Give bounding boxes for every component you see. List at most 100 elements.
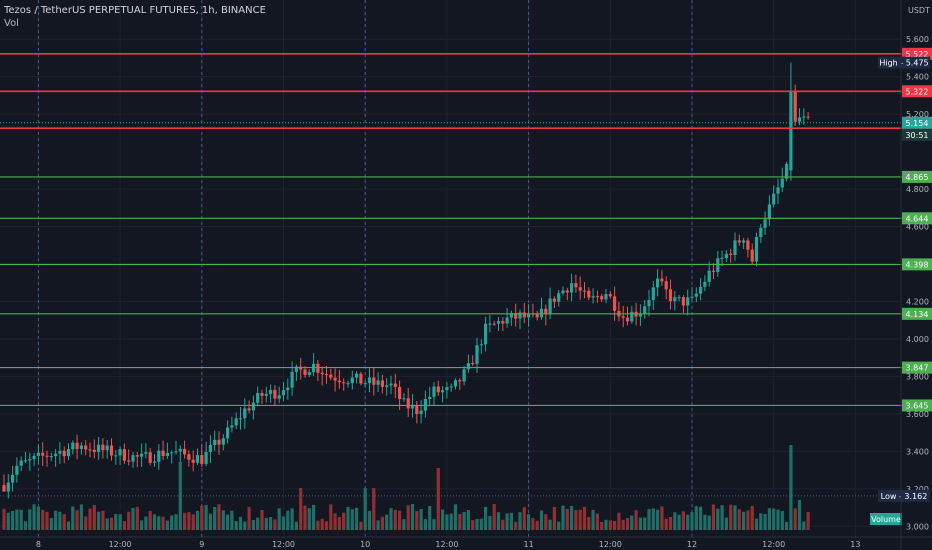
volume-bar: [144, 516, 148, 530]
candle-body: [754, 237, 759, 262]
volume-bar: [776, 509, 780, 530]
candle-body: [716, 258, 720, 272]
volume-tag-label: Volume: [871, 515, 901, 524]
volume-bar: [552, 507, 556, 530]
candle-body: [32, 455, 36, 460]
level-tag-5.322: [902, 85, 932, 98]
volume-bar: [342, 512, 346, 530]
price-tick-label: 5.400: [906, 73, 929, 82]
time-tick-label: 12:00: [109, 540, 132, 549]
volume-bar: [213, 507, 217, 530]
volume-bar: [187, 512, 191, 530]
volume-bar: [329, 504, 333, 530]
candle-body: [402, 398, 406, 400]
candle-body: [54, 453, 58, 457]
candle-body: [776, 187, 780, 194]
volume-bar: [398, 510, 402, 530]
volume-bar: [677, 514, 681, 530]
volume-bar: [286, 510, 290, 530]
candle-body: [217, 439, 221, 445]
candle-body: [690, 296, 694, 298]
candle-body: [638, 314, 642, 317]
candle-body: [462, 369, 466, 382]
candle-body: [720, 258, 724, 260]
volume-bar: [763, 514, 767, 530]
candle-body: [170, 452, 174, 454]
candle-body: [789, 91, 793, 171]
volume-bar: [294, 521, 298, 530]
candle-body: [238, 418, 243, 420]
volume-bar: [140, 520, 144, 530]
candle-body: [165, 452, 169, 457]
price-tick-label: 4.600: [906, 223, 929, 232]
volume-bar: [785, 521, 789, 530]
candle-body: [759, 227, 763, 238]
volume-bar: [720, 505, 724, 530]
volume-bar: [307, 508, 311, 530]
volume-bar: [320, 518, 324, 530]
candle-body: [673, 297, 677, 302]
volume-bar: [742, 511, 746, 530]
candle-body: [544, 308, 548, 315]
candle-body: [97, 444, 101, 453]
volume-bar: [625, 518, 630, 530]
volume-bar: [613, 520, 617, 530]
high-label: High - 5.475: [879, 59, 928, 68]
candle-body: [660, 278, 664, 282]
volume-bar: [806, 512, 810, 530]
candle-body: [303, 369, 307, 375]
time-tick-label: 12:00: [599, 540, 622, 549]
candle-body: [707, 270, 711, 282]
volume-bar: [264, 518, 268, 530]
candle-body: [75, 442, 79, 449]
volume-bar: [389, 508, 393, 530]
time-tick-label: 10: [360, 540, 370, 549]
chart-title: Tezos / TetherUS PERPETUAL FUTURES, 1h, …: [4, 5, 266, 16]
volume-bar: [376, 520, 380, 530]
volume-bar: [66, 521, 71, 530]
candle-body: [277, 395, 281, 399]
level-tag-4.398: [902, 258, 932, 271]
candle-body: [793, 91, 797, 122]
time-tick-label: 13: [850, 540, 860, 549]
volume-bar: [724, 517, 728, 530]
candle-body: [488, 323, 492, 325]
candle-body: [406, 398, 410, 409]
candle-body: [131, 455, 135, 462]
volume-bar: [195, 510, 200, 530]
candle-body: [432, 386, 436, 397]
candle-body: [410, 405, 415, 409]
candle-body: [337, 380, 341, 383]
volume-bar: [28, 509, 32, 530]
volume-bar: [754, 518, 759, 530]
grid-lines: [0, 0, 902, 538]
candle-body: [380, 380, 384, 387]
candle-body: [88, 449, 92, 451]
level-tag-4.134: [902, 307, 932, 320]
candle-body: [101, 444, 105, 451]
candle-body: [350, 377, 354, 384]
price-tick-label: 4.200: [906, 297, 929, 306]
price-tick-label: 3.000: [906, 522, 929, 531]
volume-bar: [174, 514, 178, 530]
candle-body: [148, 452, 152, 463]
time-tick-label: 9: [199, 540, 204, 549]
candle-body: [118, 449, 122, 456]
volume-bar: [363, 488, 367, 530]
volume-bar: [604, 519, 608, 530]
candle-body: [703, 281, 707, 287]
volume-bar: [484, 506, 488, 530]
volume-bar: [772, 508, 776, 530]
candle-body: [256, 393, 260, 403]
low-tag: [878, 489, 930, 502]
volume-bar: [333, 513, 337, 530]
volume-bar: [105, 518, 109, 530]
candle-body: [264, 393, 268, 396]
price-tick-label: 3.600: [906, 410, 929, 419]
volume-bar: [109, 517, 114, 530]
candle-body: [36, 452, 40, 456]
candle-body: [767, 204, 771, 220]
volume-bar: [673, 512, 677, 530]
volume-bar: [479, 518, 483, 530]
